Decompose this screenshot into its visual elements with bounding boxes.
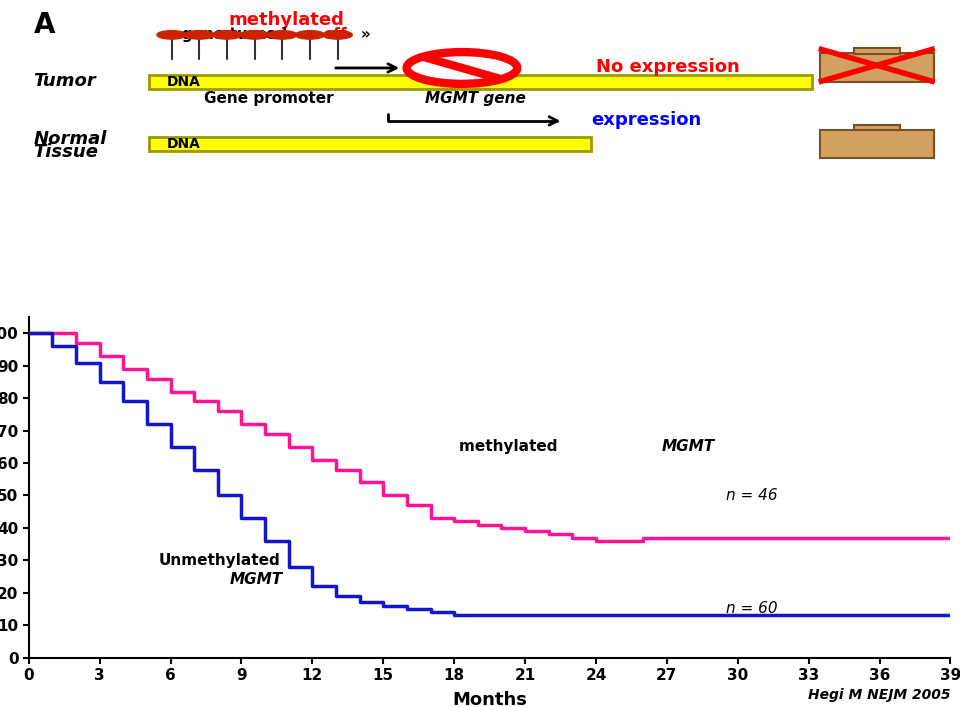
Text: Tumor: Tumor bbox=[34, 72, 96, 90]
Text: «gene turned: «gene turned bbox=[172, 27, 292, 42]
Text: Gene promoter: Gene promoter bbox=[204, 91, 333, 106]
FancyBboxPatch shape bbox=[853, 48, 900, 54]
Text: methylated: methylated bbox=[228, 11, 345, 29]
Circle shape bbox=[323, 30, 352, 39]
Text: No expression: No expression bbox=[595, 58, 739, 76]
Circle shape bbox=[212, 30, 242, 39]
FancyBboxPatch shape bbox=[853, 125, 900, 130]
Circle shape bbox=[156, 30, 186, 39]
Text: Normal: Normal bbox=[34, 130, 107, 148]
Bar bbox=[149, 136, 591, 151]
FancyBboxPatch shape bbox=[820, 53, 934, 82]
FancyBboxPatch shape bbox=[820, 129, 934, 158]
Circle shape bbox=[240, 30, 270, 39]
X-axis label: Months: Months bbox=[452, 691, 527, 707]
Text: Unmethylated: Unmethylated bbox=[158, 553, 280, 568]
Text: MGMT: MGMT bbox=[662, 439, 715, 455]
Circle shape bbox=[295, 30, 324, 39]
Text: »: » bbox=[361, 27, 371, 42]
Text: A: A bbox=[34, 11, 55, 39]
Text: n = 46: n = 46 bbox=[726, 488, 778, 503]
Circle shape bbox=[407, 52, 517, 84]
Text: MGMT gene: MGMT gene bbox=[425, 91, 526, 106]
Text: off: off bbox=[324, 27, 348, 42]
Bar bbox=[149, 74, 812, 89]
Text: methylated: methylated bbox=[459, 439, 563, 455]
Text: expression: expression bbox=[591, 110, 701, 129]
Circle shape bbox=[268, 30, 297, 39]
Text: MGMT: MGMT bbox=[229, 572, 283, 588]
Circle shape bbox=[184, 30, 214, 39]
Text: DNA: DNA bbox=[167, 137, 201, 151]
Text: Hegi M NEJM 2005: Hegi M NEJM 2005 bbox=[808, 688, 950, 702]
Text: n = 60: n = 60 bbox=[726, 602, 778, 617]
Text: DNA: DNA bbox=[167, 75, 201, 89]
Text: Tissue: Tissue bbox=[34, 144, 99, 161]
